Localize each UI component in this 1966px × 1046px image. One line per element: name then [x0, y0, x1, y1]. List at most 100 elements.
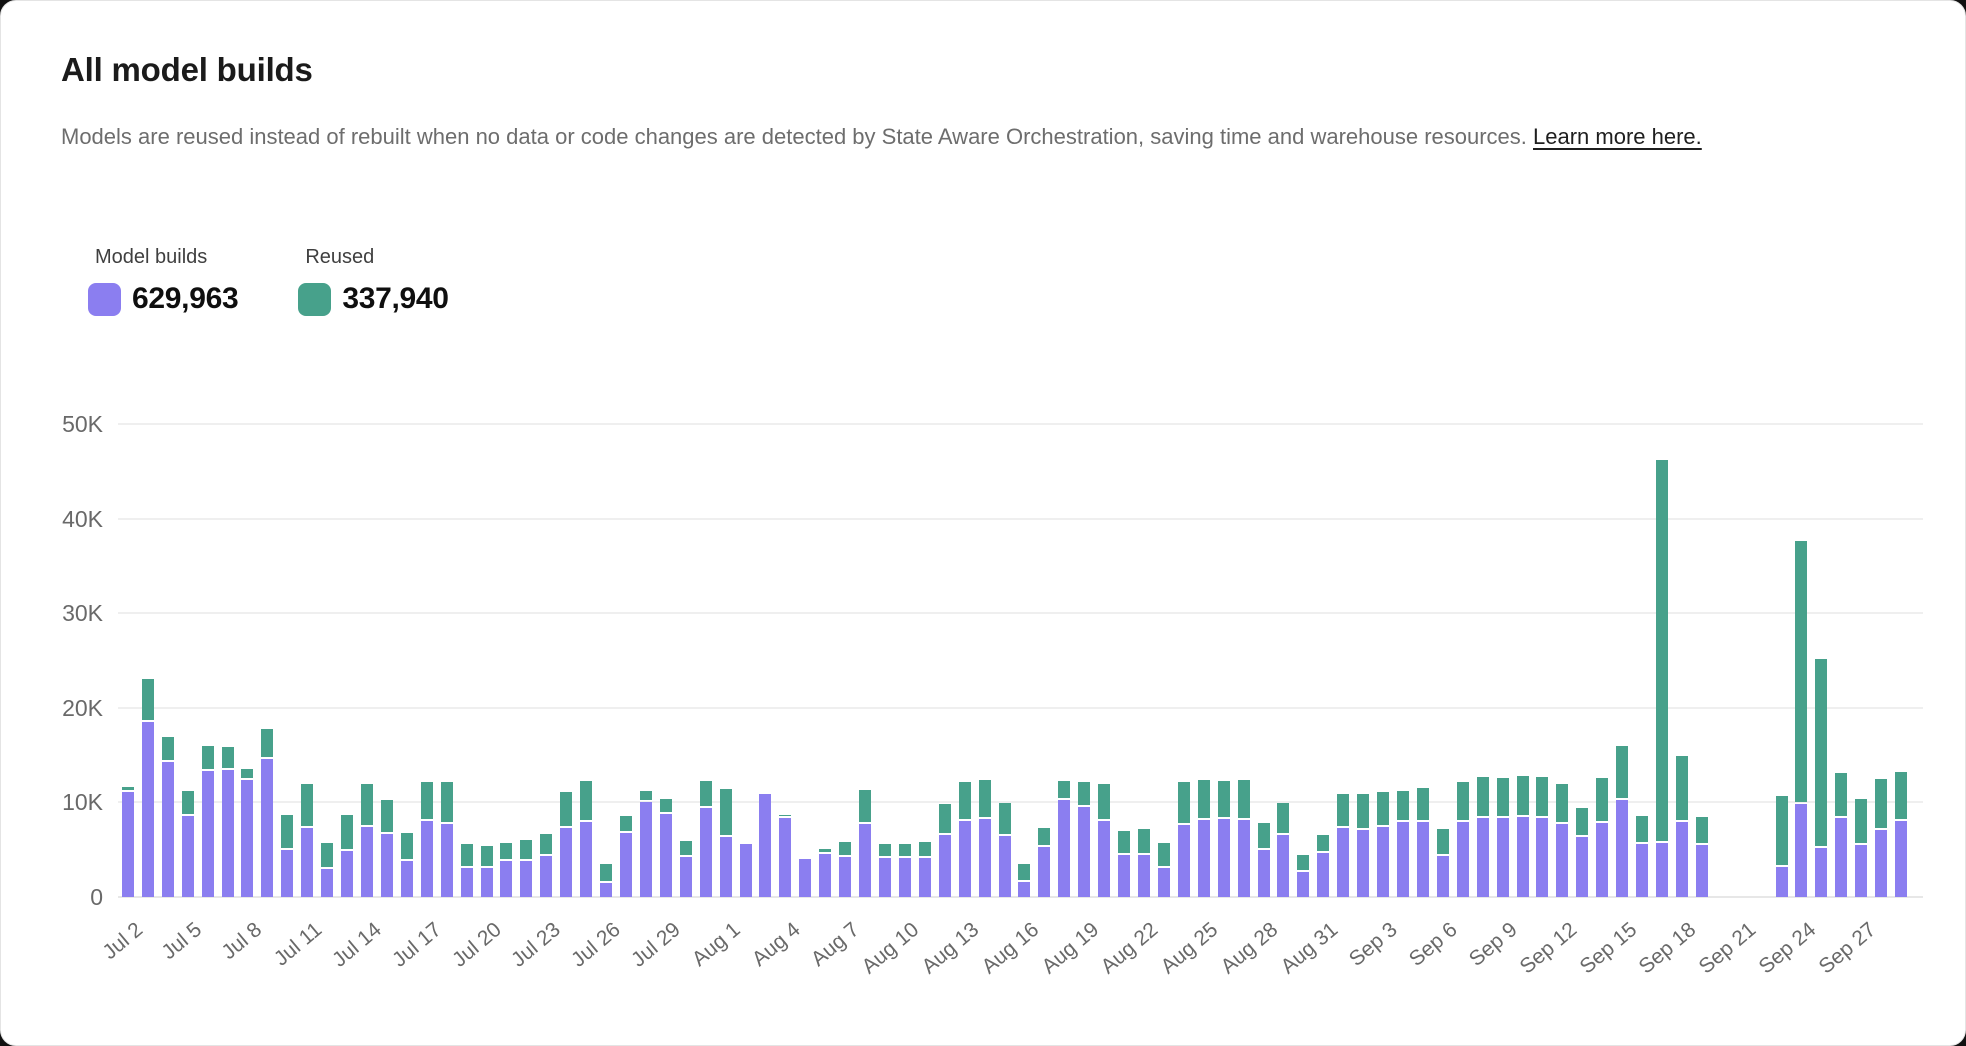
- bar-sep-4[interactable]: [1396, 790, 1409, 897]
- model-builds-segment[interactable]: [1058, 799, 1071, 897]
- model-builds-segment[interactable]: [181, 815, 194, 897]
- reused-segment[interactable]: [1058, 780, 1071, 798]
- bar-sep-28[interactable]: [1875, 778, 1888, 897]
- bar-sep-15[interactable]: [1616, 746, 1629, 897]
- model-builds-segment[interactable]: [819, 854, 832, 897]
- bar-jul-12[interactable]: [321, 842, 334, 897]
- reused-segment[interactable]: [1396, 790, 1409, 821]
- reused-segment[interactable]: [998, 803, 1011, 835]
- model-builds-segment[interactable]: [1795, 804, 1808, 897]
- model-builds-segment[interactable]: [1536, 817, 1549, 897]
- bar-aug-28[interactable]: [1257, 823, 1270, 897]
- model-builds-segment[interactable]: [1357, 829, 1370, 897]
- model-builds-segment[interactable]: [520, 861, 533, 897]
- bar-aug-10[interactable]: [898, 843, 911, 897]
- bar-jul-15[interactable]: [380, 800, 393, 897]
- model-builds-segment[interactable]: [580, 822, 593, 897]
- reused-segment[interactable]: [1237, 779, 1250, 819]
- reused-segment[interactable]: [679, 841, 692, 856]
- bar-sep-1[interactable]: [1337, 793, 1350, 897]
- bar-aug-7[interactable]: [839, 842, 852, 897]
- model-builds-segment[interactable]: [600, 882, 613, 897]
- bar-sep-24[interactable]: [1795, 541, 1808, 897]
- model-builds-segment[interactable]: [1197, 820, 1210, 897]
- bar-sep-25[interactable]: [1815, 659, 1828, 897]
- bar-jul-21[interactable]: [500, 842, 513, 897]
- model-builds-segment[interactable]: [361, 827, 374, 897]
- bar-jul-23[interactable]: [540, 834, 553, 897]
- model-builds-segment[interactable]: [839, 857, 852, 897]
- reused-segment[interactable]: [281, 814, 294, 848]
- model-builds-segment[interactable]: [241, 779, 254, 897]
- model-builds-segment[interactable]: [1476, 818, 1489, 897]
- model-builds-segment[interactable]: [1337, 827, 1350, 897]
- model-builds-segment[interactable]: [261, 758, 274, 897]
- model-builds-segment[interactable]: [121, 792, 134, 897]
- model-builds-segment[interactable]: [1556, 824, 1569, 897]
- bar-aug-30[interactable]: [1297, 855, 1310, 897]
- model-builds-segment[interactable]: [1835, 817, 1848, 897]
- bar-sep-29[interactable]: [1895, 772, 1908, 897]
- bar-aug-19[interactable]: [1078, 781, 1091, 897]
- reused-segment[interactable]: [1436, 828, 1449, 855]
- reused-segment[interactable]: [819, 848, 832, 853]
- model-builds-segment[interactable]: [1038, 846, 1051, 897]
- reused-segment[interactable]: [620, 815, 633, 831]
- bar-aug-14[interactable]: [978, 779, 991, 897]
- reused-segment[interactable]: [1078, 781, 1091, 806]
- reused-segment[interactable]: [1795, 541, 1808, 803]
- reused-segment[interactable]: [201, 745, 214, 770]
- model-builds-segment[interactable]: [1118, 855, 1131, 897]
- model-builds-segment[interactable]: [679, 857, 692, 897]
- bar-jul-18[interactable]: [440, 782, 453, 897]
- model-builds-segment[interactable]: [1416, 822, 1429, 897]
- model-builds-segment[interactable]: [460, 867, 473, 897]
- bar-sep-13[interactable]: [1576, 807, 1589, 897]
- model-builds-segment[interactable]: [639, 802, 652, 897]
- bar-aug-13[interactable]: [958, 781, 971, 897]
- reused-segment[interactable]: [1118, 830, 1131, 854]
- reused-segment[interactable]: [181, 790, 194, 814]
- model-builds-segment[interactable]: [1237, 820, 1250, 897]
- bar-jul-14[interactable]: [361, 784, 374, 897]
- model-builds-segment[interactable]: [659, 813, 672, 897]
- reused-segment[interactable]: [460, 843, 473, 866]
- bar-sep-18[interactable]: [1675, 755, 1688, 897]
- reused-segment[interactable]: [918, 842, 931, 857]
- model-builds-segment[interactable]: [1317, 853, 1330, 897]
- reused-segment[interactable]: [1137, 828, 1150, 854]
- bar-jul-6[interactable]: [201, 745, 214, 897]
- model-builds-segment[interactable]: [1377, 827, 1390, 897]
- bar-aug-31[interactable]: [1317, 835, 1330, 897]
- bar-aug-23[interactable]: [1157, 842, 1170, 897]
- bar-aug-17[interactable]: [1038, 827, 1051, 897]
- reused-segment[interactable]: [341, 814, 354, 849]
- model-builds-segment[interactable]: [998, 836, 1011, 897]
- bar-sep-26[interactable]: [1835, 772, 1848, 897]
- reused-segment[interactable]: [121, 787, 134, 790]
- reused-segment[interactable]: [1157, 842, 1170, 866]
- reused-segment[interactable]: [839, 842, 852, 856]
- bar-jul-16[interactable]: [400, 832, 413, 897]
- model-builds-segment[interactable]: [380, 833, 393, 897]
- reused-segment[interactable]: [958, 781, 971, 820]
- bar-jul-17[interactable]: [420, 781, 433, 897]
- model-builds-segment[interactable]: [400, 861, 413, 897]
- bar-jul-7[interactable]: [221, 747, 234, 897]
- bar-sep-17[interactable]: [1655, 459, 1668, 897]
- bar-aug-1[interactable]: [719, 789, 732, 897]
- reused-segment[interactable]: [1337, 793, 1350, 826]
- bar-sep-12[interactable]: [1556, 784, 1569, 897]
- model-builds-segment[interactable]: [1695, 844, 1708, 897]
- reused-segment[interactable]: [420, 781, 433, 820]
- bar-sep-27[interactable]: [1855, 799, 1868, 897]
- bar-aug-3[interactable]: [759, 793, 772, 897]
- model-builds-segment[interactable]: [480, 867, 493, 897]
- reused-segment[interactable]: [1257, 823, 1270, 848]
- model-builds-segment[interactable]: [1855, 844, 1868, 897]
- reused-segment[interactable]: [1536, 776, 1549, 816]
- bar-aug-2[interactable]: [739, 844, 752, 897]
- reused-segment[interactable]: [1875, 778, 1888, 828]
- bar-aug-18[interactable]: [1058, 780, 1071, 897]
- bar-jul-20[interactable]: [480, 845, 493, 897]
